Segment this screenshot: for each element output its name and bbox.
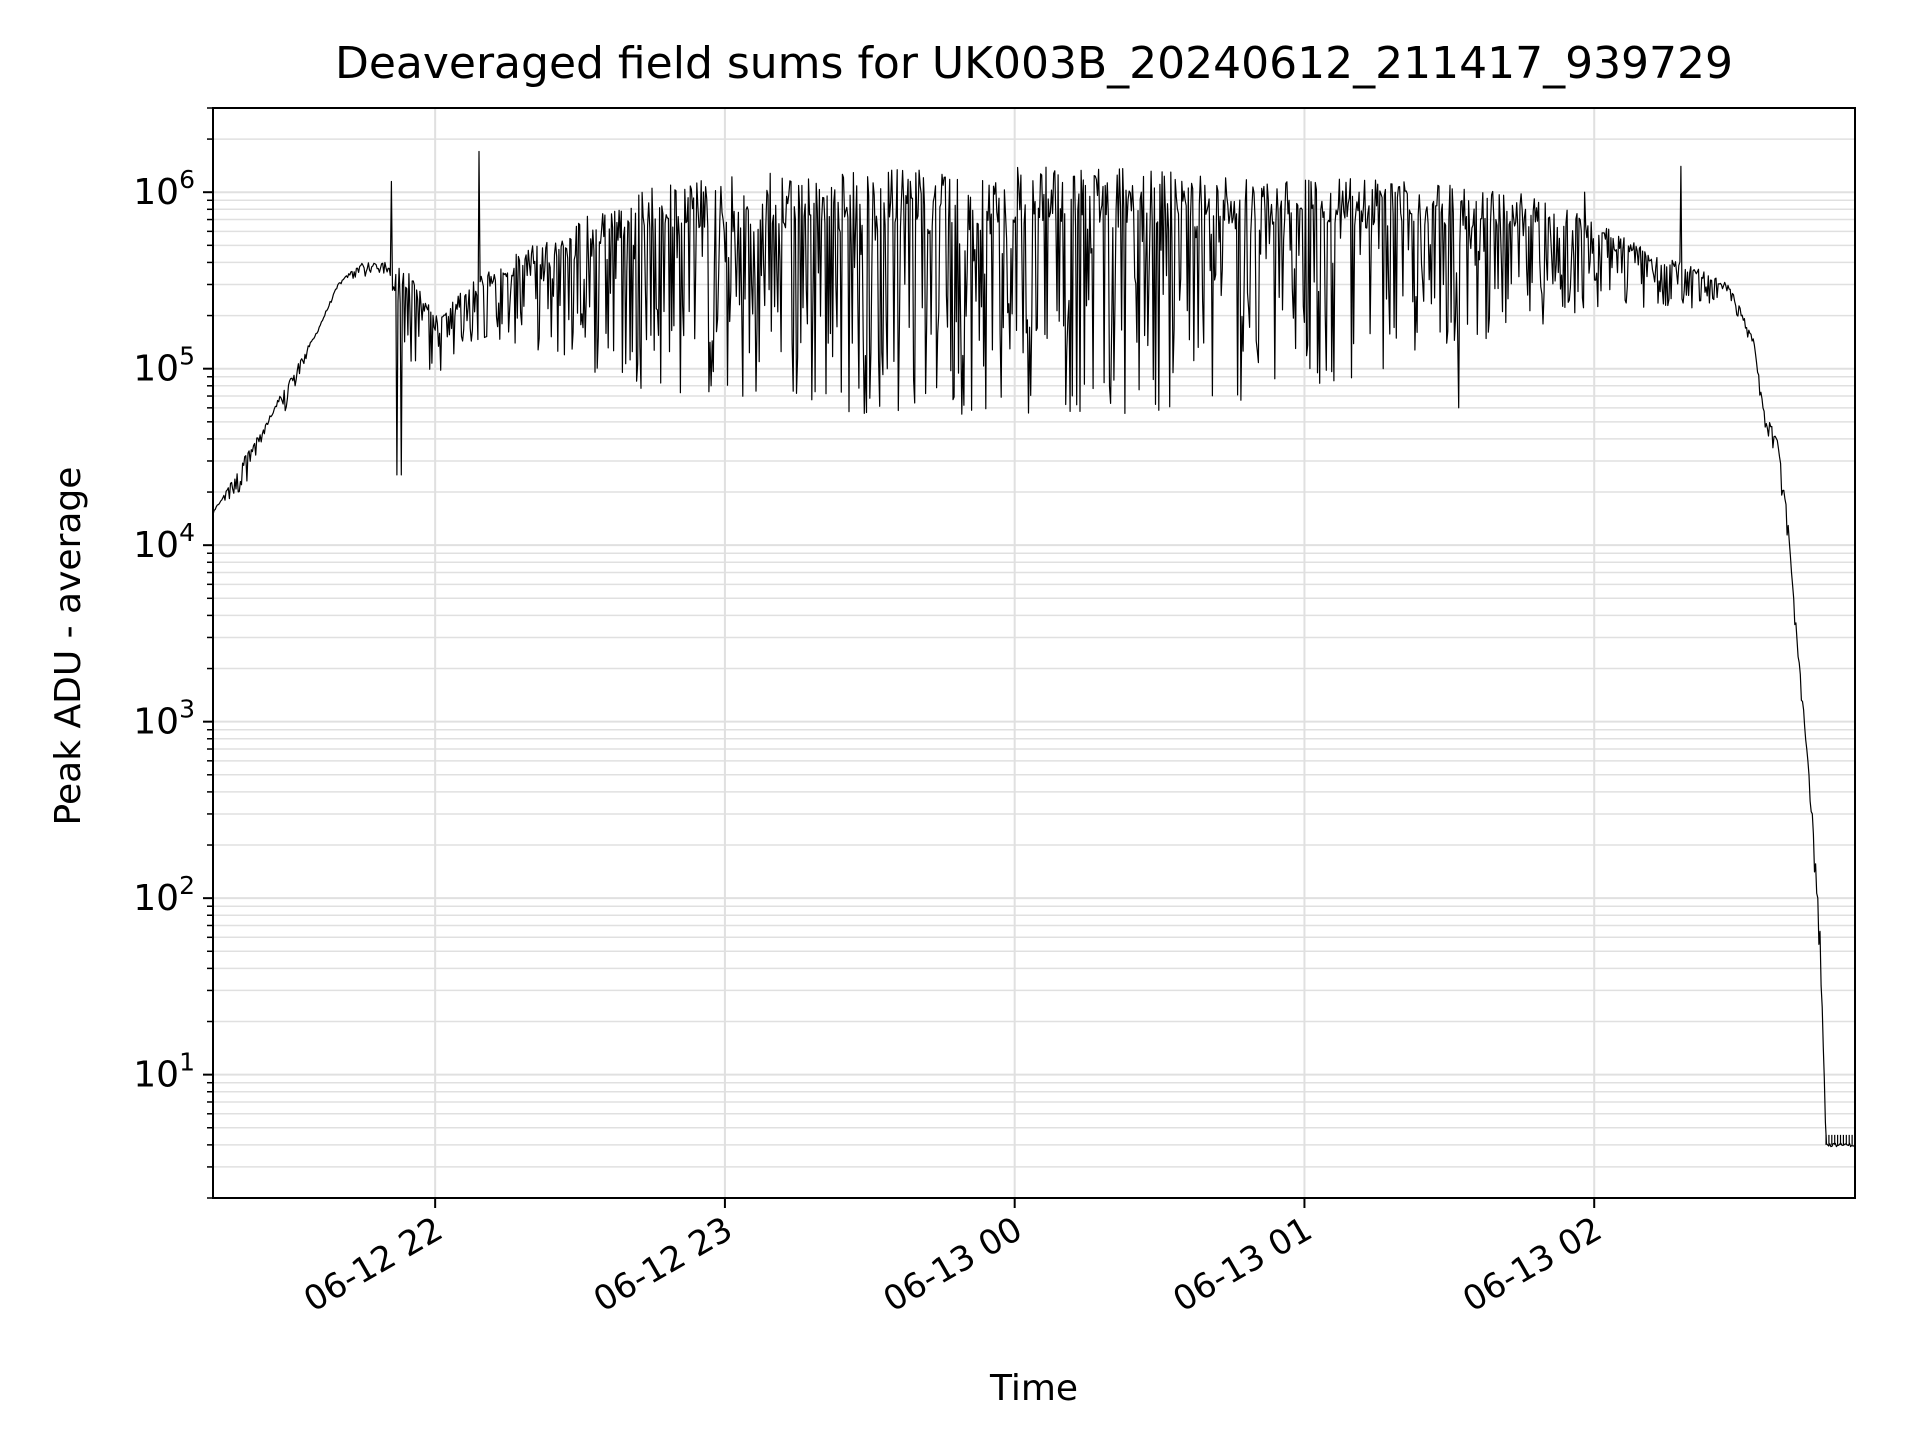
y-tick-label: 102: [133, 871, 195, 919]
y-axis-ticks: 101 102 103 104 105 106: [133, 107, 213, 1199]
series-line: [212, 150, 1856, 1148]
x-tick-label: 06-13 02: [1456, 1209, 1608, 1320]
axes-frame: [212, 107, 1856, 1199]
x-axis-label: Time: [989, 1368, 1078, 1409]
x-tick-label: 06-13 00: [877, 1209, 1029, 1320]
y-tick-label: 103: [133, 695, 195, 743]
chart-title: Deaveraged field sums for UK003B_2024061…: [335, 38, 1733, 89]
plot-area: [212, 150, 1856, 1148]
y-tick-label: 104: [133, 518, 195, 566]
y-tick-label: 105: [133, 342, 195, 390]
x-tick-label: 06-13 01: [1167, 1209, 1319, 1320]
x-tick-label: 06-12 23: [587, 1209, 739, 1320]
y-tick-label: 101: [133, 1048, 195, 1096]
grid-lines: [213, 107, 1855, 1199]
y-axis-label: Peak ADU - average: [48, 467, 89, 826]
x-axis-ticks: 06-12 22 06-12 23 06-13 00 06-13 01 06-13 02: [297, 1198, 1609, 1320]
y-tick-label: 106: [133, 165, 195, 213]
x-tick-label: 06-12 22: [297, 1209, 449, 1320]
